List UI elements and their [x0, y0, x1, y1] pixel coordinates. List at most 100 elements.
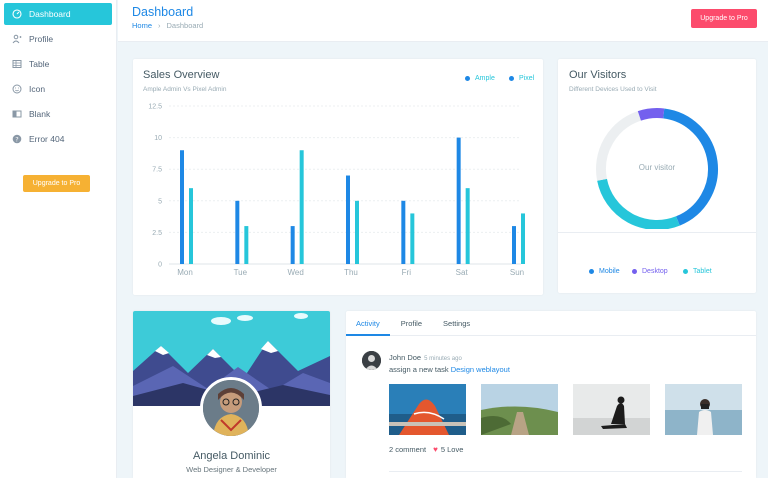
tab-profile[interactable]: Profile: [400, 319, 423, 328]
x-tick-label: Fri: [402, 268, 412, 277]
bar-pixel-tue[interactable]: [244, 226, 249, 264]
page-title: Dashboard: [132, 5, 194, 19]
bar-ample-sat[interactable]: [456, 137, 461, 264]
sales-overview-card: 0 2.5 5 7.5 10 12.5 Mon Tue Wed Thu Fri Sat Sun Sale…: [133, 59, 543, 295]
our-visitors-card: Our Visitors Different Devices Used to V…: [558, 59, 756, 293]
bar-pixel-wed[interactable]: [299, 150, 304, 264]
activity-author: John Doe 5 minutes ago: [389, 353, 462, 362]
legend-item-pixel: Pixel: [509, 75, 534, 82]
x-tick-label: Wed: [288, 268, 304, 277]
our-visitors-subtitle: Different Devices Used to Visit: [569, 86, 657, 93]
sales-bar-chart: 0 2.5 5 7.5 10 12.5 Mon Tue Wed Thu Fri Sat Sun: [148, 104, 525, 277]
donut-segment-desktop[interactable]: [637, 108, 665, 121]
task-link[interactable]: Design weblayout: [450, 365, 510, 374]
x-tick-label: Sun: [510, 268, 524, 277]
bar-pixel-thu[interactable]: [355, 200, 359, 264]
page-header: Dashboard Home › Dashboard Upgrade to Pro: [118, 0, 768, 42]
help-circle-icon: ?: [12, 134, 22, 144]
profile-role: Web Designer & Developer: [186, 465, 277, 474]
bar-pixel-mon[interactable]: [189, 188, 193, 264]
bar-ample-thu[interactable]: [346, 175, 350, 264]
y-tick-label: 5: [158, 198, 162, 205]
legend-item-tablet: Tablet: [683, 268, 712, 275]
svg-text:?: ?: [15, 135, 18, 143]
heart-icon: ♥: [433, 445, 438, 454]
sidebar-item-dashboard[interactable]: Dashboard: [4, 3, 112, 25]
x-tick-label: Tue: [234, 268, 248, 277]
sidebar-item-icon[interactable]: Icon: [4, 78, 112, 100]
table-icon: [12, 59, 22, 69]
sidebar-item-profile[interactable]: Profile: [4, 28, 112, 50]
donut-segment-tablet[interactable]: [597, 178, 680, 229]
donut-segment-mobile[interactable]: [662, 108, 718, 226]
activity-image-4[interactable]: [665, 384, 742, 435]
user-avatar: [362, 351, 381, 370]
gauge-icon: [12, 9, 22, 19]
bar-pixel-sun[interactable]: [521, 213, 525, 264]
legend-label: Pixel: [519, 75, 535, 82]
legend-dot: [632, 269, 637, 274]
bar-ample-mon[interactable]: [180, 150, 184, 264]
activity-image-1[interactable]: [389, 384, 466, 435]
upgrade-to-pro-header-button[interactable]: Upgrade to Pro: [691, 9, 757, 28]
legend-label: Tablet: [693, 268, 712, 275]
x-tick-label: Mon: [177, 268, 193, 277]
tab-activity[interactable]: Activity: [346, 311, 390, 336]
card-divider: [558, 232, 756, 233]
breadcrumb-separator: ›: [158, 21, 161, 30]
sidebar-item-blank[interactable]: Blank: [4, 103, 112, 125]
legend-dot: [683, 269, 688, 274]
bar-ample-wed[interactable]: [290, 226, 295, 264]
legend-dot: [589, 269, 594, 274]
smiley-icon: [12, 84, 22, 94]
avatar: [200, 377, 262, 439]
activity-image-2[interactable]: [481, 384, 558, 435]
y-tick-label: 7.5: [152, 167, 162, 174]
activity-meta: 2 comment ♥ 5 Love: [389, 445, 463, 454]
sidebar-item-label: Blank: [29, 109, 51, 119]
profile-card: Angela Dominic Web Designer & Developer: [133, 311, 330, 478]
y-tick-label: 12.5: [148, 104, 162, 111]
legend-label: Ample: [475, 75, 495, 82]
upgrade-to-pro-sidebar-button[interactable]: Upgrade to Pro: [23, 175, 90, 192]
y-tick-label: 0: [158, 262, 162, 269]
comment-count[interactable]: 2 comment: [389, 445, 427, 454]
author-name[interactable]: John Doe: [389, 353, 422, 362]
donut-segment-other[interactable]: [596, 111, 642, 181]
donut-center-label: Our visitor: [638, 163, 676, 172]
profile-name: Angela Dominic: [192, 450, 271, 462]
columns-icon: [12, 109, 22, 119]
bar-ample-tue[interactable]: [235, 200, 240, 264]
tab-settings[interactable]: Settings: [443, 319, 471, 328]
sidebar-item-label: Dashboard: [29, 9, 71, 19]
love-count[interactable]: 5 Love: [440, 445, 464, 454]
breadcrumb: Home › Dashboard: [132, 21, 203, 30]
bar-pixel-sat[interactable]: [465, 188, 470, 264]
sidebar-item-table[interactable]: Table: [4, 53, 112, 75]
bar-ample-fri[interactable]: [401, 200, 406, 264]
x-tick-label: Sat: [456, 268, 469, 277]
activity-divider: [389, 471, 742, 472]
visitors-donut-chart: [596, 108, 718, 229]
y-tick-label: 2.5: [152, 230, 162, 237]
activity-image-3[interactable]: [573, 384, 650, 435]
legend-label: Mobile: [599, 268, 620, 275]
sidebar-item-error-404[interactable]: ? Error 404: [4, 128, 112, 150]
mountain-banner-image: [133, 311, 330, 406]
bar-ample-sun[interactable]: [512, 226, 516, 264]
y-tick-label: 10: [154, 135, 162, 142]
sidebar-item-label: Icon: [29, 84, 46, 94]
legend-item-desktop: Desktop: [632, 268, 668, 275]
bar-pixel-fri[interactable]: [410, 213, 415, 264]
legend-item-ample: Ample: [465, 75, 495, 82]
sidebar-nav: Dashboard Profile Table Icon Blank: [0, 0, 116, 150]
activity-description: assign a new task: [389, 365, 449, 374]
legend-dot: [509, 76, 514, 81]
legend-label: Desktop: [642, 268, 668, 275]
x-tick-label: Thu: [344, 268, 358, 277]
sales-overview-subtitle: Ample Admin Vs Pixel Admin: [143, 86, 227, 93]
breadcrumb-home-link[interactable]: Home: [132, 21, 153, 30]
breadcrumb-current: Dashboard: [166, 21, 204, 30]
activity-card: Activity Profile Settings John Doe 5 minu…: [346, 311, 756, 478]
sales-overview-title: Sales Overview: [143, 69, 220, 81]
